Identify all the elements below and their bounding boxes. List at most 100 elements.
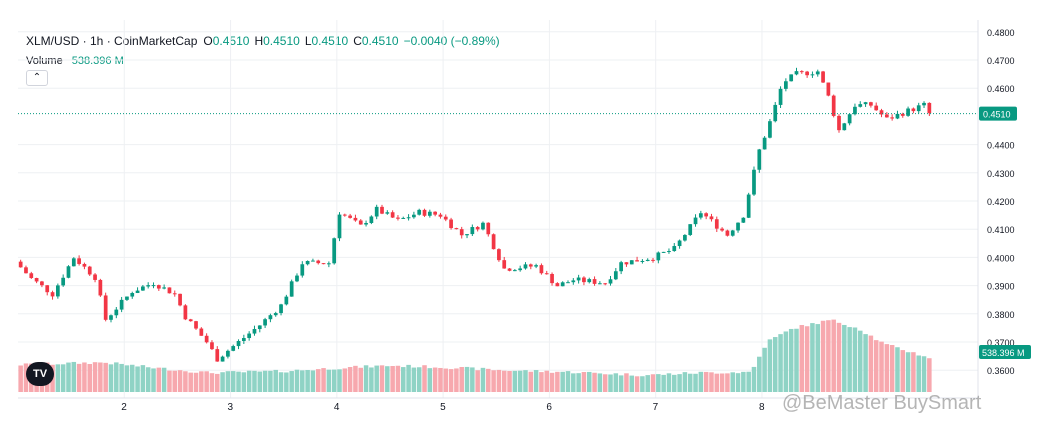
chevron-up-icon: ⌃ bbox=[32, 72, 42, 83]
volume-bar bbox=[385, 366, 390, 392]
volume-bar bbox=[581, 371, 587, 392]
candle-body bbox=[236, 340, 241, 347]
candle-body bbox=[592, 279, 597, 284]
y-tick-label: 0.4200 bbox=[987, 197, 1015, 207]
y-tick-label: 0.3900 bbox=[987, 282, 1015, 292]
volume-bar bbox=[618, 375, 624, 392]
candle-body bbox=[109, 315, 113, 320]
candle-body bbox=[263, 319, 267, 326]
candle-body bbox=[900, 113, 905, 116]
candle-body bbox=[273, 313, 278, 316]
volume-bar bbox=[900, 350, 906, 392]
volume-bar bbox=[709, 372, 714, 392]
candle-body bbox=[443, 216, 448, 220]
volume-bar bbox=[305, 370, 310, 392]
volume-bar bbox=[278, 372, 284, 392]
axes: 0.4800 0.4700 0.4600 0.4400 0.4300 0.4200 0.41… bbox=[18, 20, 1031, 413]
volume-bar bbox=[438, 367, 443, 392]
watermark-text: @BeMaster BuySmart bbox=[782, 392, 982, 414]
volume-bar bbox=[199, 371, 204, 392]
volume-bar bbox=[836, 322, 842, 392]
candle-body bbox=[571, 280, 576, 283]
candle-body bbox=[401, 217, 406, 219]
candle-body bbox=[348, 215, 352, 218]
volume-bar bbox=[767, 339, 773, 392]
candle-body bbox=[645, 259, 650, 261]
candle-body bbox=[794, 71, 799, 75]
change-value: −0.0040 (−0.89%) bbox=[403, 34, 500, 48]
collapse-legend-button[interactable]: ⌃ bbox=[26, 70, 48, 86]
candle-body bbox=[890, 117, 895, 119]
volume-bar bbox=[369, 367, 374, 392]
candle-body bbox=[603, 283, 608, 285]
candle-body bbox=[683, 234, 687, 241]
candle-body bbox=[507, 268, 512, 271]
volume-bar bbox=[145, 367, 151, 392]
volume-bar bbox=[682, 372, 688, 392]
volume-bar bbox=[858, 330, 863, 392]
candle-body bbox=[778, 88, 783, 105]
candle-body bbox=[252, 329, 257, 334]
candle-body bbox=[656, 252, 661, 261]
volume-bar bbox=[129, 364, 135, 392]
volume-bar bbox=[549, 372, 555, 392]
volume-bar bbox=[464, 366, 470, 392]
candle-body bbox=[178, 293, 182, 306]
candle-body bbox=[746, 194, 751, 218]
volume-bar bbox=[470, 367, 475, 392]
volume-bar bbox=[661, 374, 666, 392]
y-tick-label: 0.4400 bbox=[987, 141, 1015, 151]
volume-bar bbox=[103, 362, 108, 392]
candle-body bbox=[364, 223, 368, 225]
candle-body bbox=[119, 299, 124, 310]
candle-body bbox=[337, 214, 342, 239]
y-tick-label: 0.4600 bbox=[987, 84, 1015, 94]
candle-body bbox=[576, 277, 581, 281]
volume-bar bbox=[188, 372, 193, 392]
volume-bar bbox=[379, 365, 385, 392]
candle-body bbox=[810, 74, 815, 76]
volume-bar bbox=[82, 362, 87, 392]
candle-body bbox=[640, 260, 645, 262]
candle-body bbox=[587, 279, 592, 283]
candle-body bbox=[141, 286, 145, 291]
candle-body bbox=[874, 105, 879, 111]
volume-bar bbox=[220, 372, 225, 392]
volume-bar bbox=[586, 371, 592, 392]
candle-body bbox=[98, 279, 103, 296]
candle-body bbox=[826, 82, 831, 96]
volume-bar bbox=[246, 370, 252, 392]
candle-body bbox=[916, 105, 921, 112]
candle-body bbox=[374, 206, 379, 217]
volume-bar bbox=[826, 320, 831, 392]
volume-bar bbox=[71, 361, 77, 392]
volume-bar bbox=[804, 326, 810, 392]
high-value: 0.4510 bbox=[263, 34, 300, 48]
volume-bar bbox=[512, 370, 518, 392]
open-label: O bbox=[203, 34, 213, 48]
volume-bar bbox=[315, 369, 321, 392]
volume-bar bbox=[358, 367, 364, 392]
candle-body bbox=[332, 238, 337, 264]
volume-bar bbox=[645, 375, 650, 392]
candle-body bbox=[396, 217, 400, 219]
volume-bar bbox=[852, 327, 858, 392]
volume-bar bbox=[602, 374, 608, 392]
volume-bar bbox=[624, 373, 629, 392]
candle-body bbox=[879, 110, 884, 115]
candle-body bbox=[911, 108, 916, 112]
candle-body bbox=[693, 217, 698, 225]
candle-body bbox=[895, 113, 900, 119]
candle-body bbox=[412, 214, 416, 218]
volume-bar bbox=[879, 341, 884, 392]
volume-bar bbox=[889, 344, 895, 392]
candle-body bbox=[125, 296, 129, 300]
volume-bar bbox=[656, 374, 661, 392]
candle-body bbox=[858, 104, 863, 107]
candle-body bbox=[582, 277, 586, 283]
volume-bar bbox=[921, 356, 927, 392]
volume-bar bbox=[475, 370, 480, 392]
volume-bar bbox=[565, 371, 571, 392]
candle-body bbox=[465, 234, 469, 236]
